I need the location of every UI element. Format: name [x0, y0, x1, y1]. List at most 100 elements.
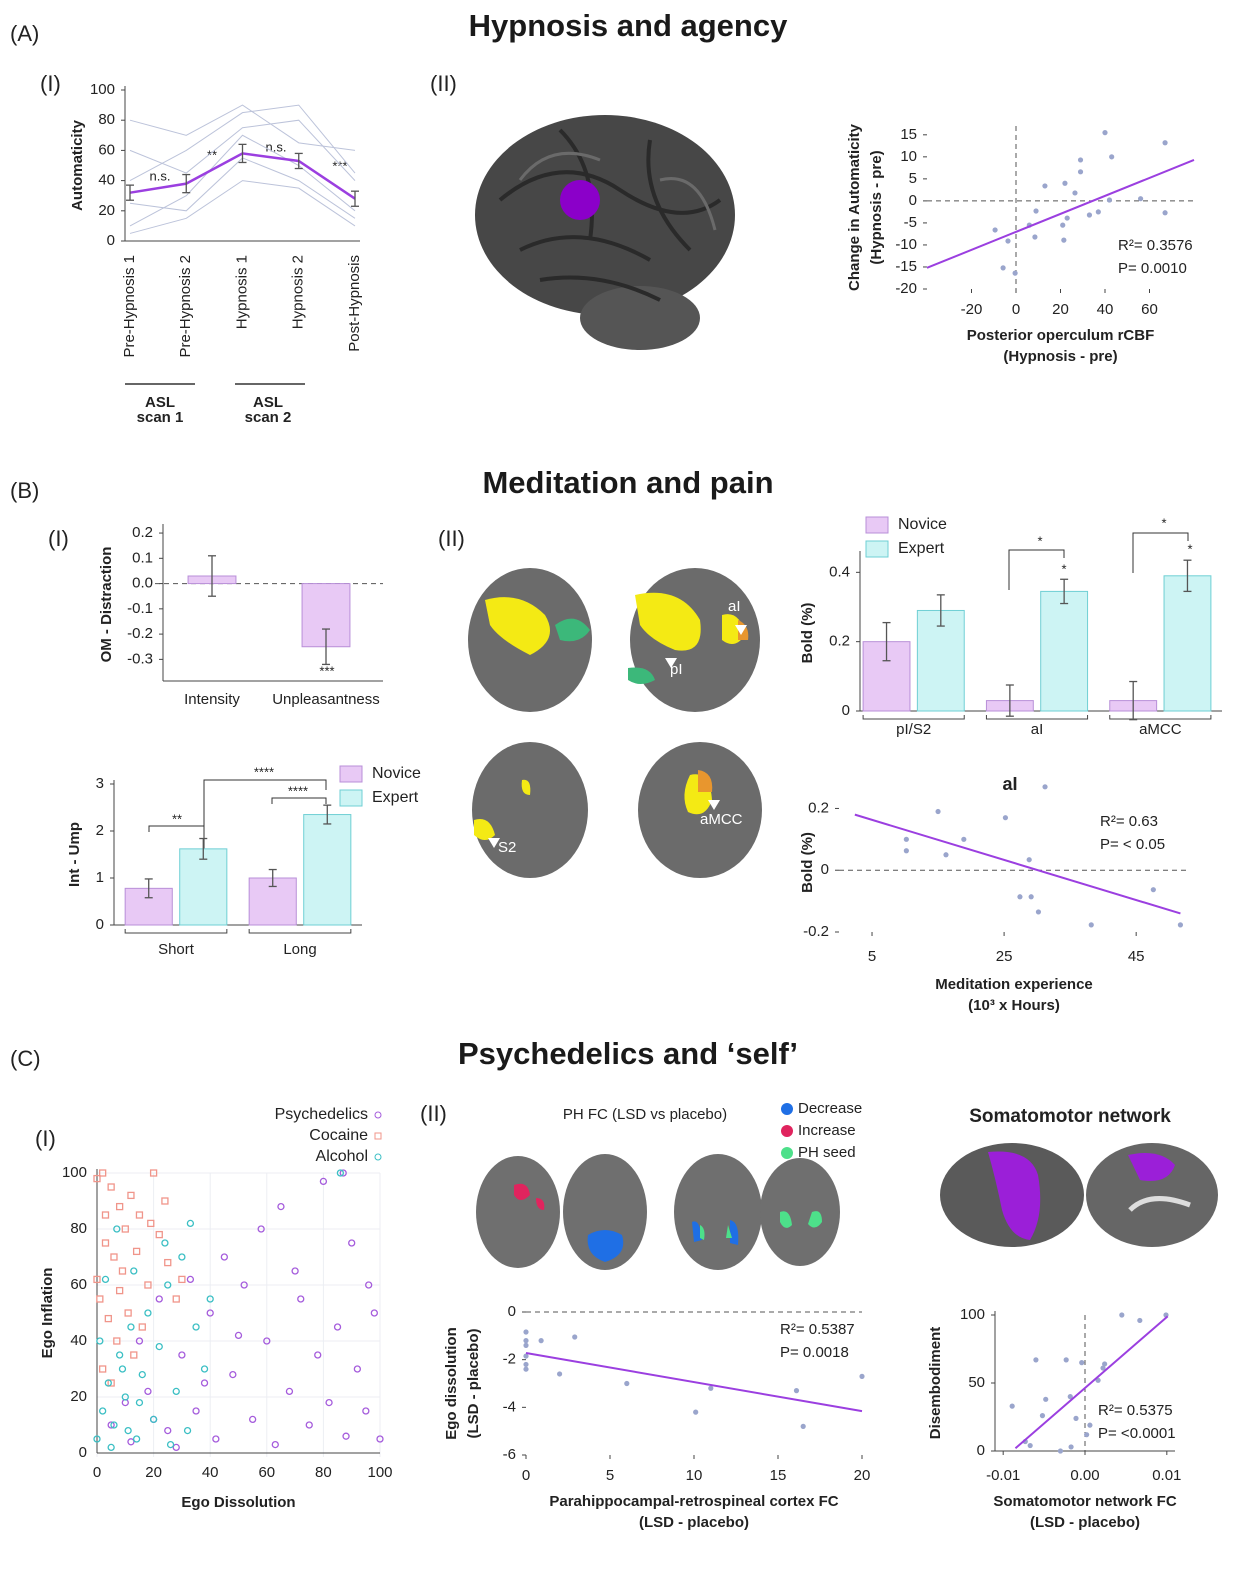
point: [1064, 215, 1070, 221]
point: [155, 1342, 163, 1351]
x-tick-label: 0: [93, 1464, 101, 1481]
point: [144, 1387, 152, 1396]
point: [1072, 190, 1078, 196]
x-tick-label: Unpleasantness: [272, 691, 380, 708]
point: [172, 1295, 180, 1303]
stat-label: P= <0.0001: [1098, 1425, 1176, 1442]
legend-swatch: [865, 540, 889, 558]
point: [138, 1323, 146, 1331]
bar: [1040, 590, 1089, 712]
point: [1077, 157, 1084, 163]
x-axis-label: (LSD - placebo): [639, 1514, 749, 1531]
chart-title: Somatomotor network: [969, 1106, 1171, 1127]
point: [248, 1415, 257, 1424]
section-label: (C): [10, 1046, 41, 1071]
legend-label: Novice: [898, 516, 947, 533]
point: [132, 1435, 141, 1443]
point: [130, 1351, 138, 1359]
point: [172, 1387, 180, 1396]
y-tick-label: 0: [96, 916, 104, 933]
y-axis-label: OM - Distraction: [98, 547, 115, 663]
point: [1109, 154, 1115, 160]
x-tick-label: 25: [996, 948, 1013, 965]
point: [121, 1225, 129, 1233]
point: [319, 1177, 328, 1186]
chart-title: PH FC (LSD vs placebo): [563, 1106, 727, 1123]
point: [325, 1398, 333, 1407]
stat-label: R²= 0.3576: [1118, 237, 1193, 254]
bar: [179, 848, 228, 926]
annotation: n.s.: [266, 139, 287, 154]
significance-bracket: [203, 779, 327, 850]
panel-label: (I): [48, 526, 69, 551]
point: [115, 1286, 124, 1295]
category-bracket: [1109, 715, 1212, 720]
point: [1077, 169, 1084, 175]
point: [257, 1225, 265, 1233]
annotation: *: [1187, 541, 1192, 556]
point: [523, 1342, 529, 1348]
point: [178, 1253, 186, 1261]
point: [1100, 1365, 1106, 1371]
point: [178, 1351, 186, 1359]
point: [212, 1435, 220, 1443]
y-axis-label: Ego Inflation: [39, 1268, 56, 1359]
y-tick-label: 0.1: [132, 549, 153, 566]
point: [101, 1239, 110, 1247]
point: [1000, 265, 1006, 271]
point: [178, 1275, 186, 1284]
brain-label: aI: [728, 598, 741, 615]
point: [263, 1337, 271, 1345]
significance-bracket: [1008, 549, 1065, 590]
point: [1137, 1317, 1143, 1324]
point: [124, 1309, 132, 1317]
point: [93, 1174, 101, 1183]
point: [186, 1275, 195, 1284]
legend-label: Cocaine: [309, 1127, 368, 1144]
stat-label: R²= 0.5387: [780, 1321, 855, 1338]
annotation: *: [1161, 515, 1166, 530]
x-tick-label: Hypnosis 1: [233, 255, 250, 329]
point: [935, 808, 941, 815]
point: [164, 1281, 172, 1289]
point: [127, 1191, 135, 1200]
point: [961, 836, 967, 842]
legend-marker: [374, 1111, 382, 1119]
point: [118, 1365, 127, 1373]
legend-label: Expert: [898, 540, 945, 557]
point: [200, 1379, 209, 1387]
significance-bracket: [148, 825, 205, 832]
point: [147, 1219, 155, 1228]
point: [118, 1267, 127, 1275]
x-tick-label: -0.01: [986, 1467, 1020, 1484]
group-label: ASL: [253, 394, 283, 411]
point: [93, 1275, 101, 1284]
section-title: Meditation and pain: [482, 465, 773, 500]
y-axis-label: (Hypnosis - pre): [868, 150, 885, 264]
y-tick-label: -4: [503, 1398, 516, 1415]
point: [305, 1421, 313, 1429]
point: [336, 1169, 345, 1177]
x-tick-label: 20: [1052, 301, 1069, 318]
point: [144, 1309, 152, 1317]
section-title: Hypnosis and agency: [469, 8, 788, 43]
group-label: scan 1: [137, 409, 184, 426]
y-tick-label: -2: [503, 1351, 516, 1368]
point: [130, 1267, 138, 1275]
point: [240, 1281, 248, 1289]
x-tick-label: 60: [1141, 301, 1158, 318]
point: [183, 1426, 192, 1435]
point: [1177, 922, 1184, 928]
annotation: *: [1037, 533, 1042, 548]
point: [166, 1440, 175, 1449]
point: [708, 1385, 714, 1391]
line: [129, 180, 356, 234]
legend-label: Increase: [798, 1122, 856, 1139]
y-tick-label: -0.2: [803, 923, 829, 940]
point: [1067, 1394, 1073, 1400]
legend-label: Decrease: [798, 1100, 862, 1117]
point: [135, 1211, 144, 1219]
point: [186, 1219, 195, 1228]
point: [342, 1432, 350, 1440]
